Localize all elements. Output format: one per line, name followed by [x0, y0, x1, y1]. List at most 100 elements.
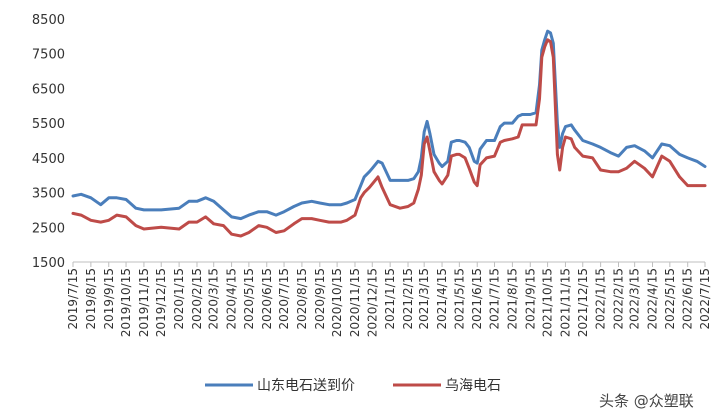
y-tick-label-4: 5500: [32, 117, 65, 132]
series-0-point-61: [499, 125, 502, 128]
series-0-point-52: [455, 139, 458, 142]
x-tick-label-29: 2021/12/15: [576, 268, 590, 337]
x-tick-label-12: 2020/7/15: [277, 268, 291, 330]
series-1-point-58: [478, 163, 482, 166]
series-1-point-54: [463, 156, 467, 160]
series-0-point-10: [177, 206, 181, 210]
series-0-point-41: [412, 177, 415, 180]
series-0-point-44: [422, 130, 426, 134]
x-tick-label-24: 2021/7/15: [488, 268, 502, 330]
series-0-point-36: [376, 160, 380, 163]
series-0-point-25: [310, 200, 313, 203]
series-0-point-38: [388, 179, 392, 182]
series-0: [71, 29, 707, 221]
series-1-point-10: [177, 227, 181, 231]
x-tick-label-5: 2019/12/15: [154, 268, 168, 337]
y-tick-label-5: 6500: [32, 82, 65, 97]
series-1-point-3: [99, 220, 102, 224]
y-tick-label-0: 1500: [32, 256, 65, 271]
series-0-point-84: [617, 154, 620, 158]
series-0-point-9: [160, 208, 163, 212]
series-1-point-35: [371, 182, 374, 186]
series-0-point-1: [79, 193, 83, 196]
x-tick-label-21: 2021/4/15: [435, 268, 449, 330]
x-tick-label-0: 2019/7/15: [66, 268, 80, 330]
series-0-point-92: [686, 156, 689, 160]
series-1-point-51: [450, 154, 453, 158]
series-1-point-75: [558, 168, 561, 172]
series-1-point-23: [292, 222, 296, 226]
series-0-point-80: [581, 139, 584, 142]
y-axis: 1500 2500 3500 4500 5500 6500 7500 8500: [32, 13, 65, 271]
series-1-point-76: [561, 146, 564, 149]
series-0-point-55: [467, 146, 471, 149]
series-1-point-61: [499, 141, 502, 144]
series-1-point-91: [678, 175, 681, 179]
series-0-point-90: [668, 144, 672, 147]
series-1-point-40: [406, 205, 410, 208]
x-tick-label-1: 2019/8/15: [84, 268, 98, 330]
series-0-point-26: [318, 201, 322, 205]
series-0-point-64: [516, 115, 520, 118]
series-1-point-66: [529, 123, 532, 127]
x-tick-label-8: 2020/3/15: [207, 268, 221, 330]
series-0-point-89: [660, 142, 663, 146]
series-1-point-44: [422, 142, 426, 146]
series-1-point-13: [204, 215, 207, 219]
series-1-point-80: [581, 154, 584, 158]
x-tick-label-17: 2020/12/15: [365, 268, 379, 337]
x-tick-label-3: 2019/10/15: [119, 268, 133, 337]
series-0-point-81: [591, 142, 594, 146]
series-0-point-51: [450, 141, 453, 144]
series-1: [71, 38, 707, 238]
series-0-point-5: [115, 196, 119, 199]
series-1-point-62: [503, 139, 506, 142]
series-1-point-15: [222, 224, 225, 227]
series-1-point-87: [643, 167, 646, 170]
x-tick-label-9: 2020/4/15: [225, 268, 239, 330]
series-0-point-40: [406, 179, 410, 182]
series-0-point-79: [573, 128, 576, 132]
series-1-point-34: [368, 186, 371, 189]
series-1-point-31: [353, 213, 357, 217]
x-tick-label-2: 2019/9/15: [102, 268, 116, 330]
series-0-point-34: [368, 170, 371, 173]
series-1-point-93: [695, 184, 699, 187]
series-1-point-56: [473, 180, 476, 184]
y-tick-label-3: 4500: [32, 152, 65, 167]
series-0-point-75: [558, 146, 561, 149]
series-0-point-50: [446, 160, 450, 163]
series-1-point-8: [142, 227, 146, 231]
series-0-point-28: [335, 203, 339, 206]
series-1-point-48: [437, 179, 441, 182]
series-1-point-69: [540, 55, 544, 59]
series-1-point-2: [89, 219, 93, 222]
y-tick-label-7: 8500: [32, 13, 65, 28]
series-0-point-0: [71, 194, 75, 198]
series-0-point-60: [493, 139, 496, 142]
series-0-point-24: [300, 201, 304, 205]
x-tick-label-13: 2020/8/15: [295, 268, 309, 330]
series-0-point-3: [99, 203, 102, 206]
series-0-point-53: [458, 139, 461, 142]
series-1-point-94: [703, 184, 707, 187]
series-1-point-30: [345, 219, 349, 222]
series-1-point-20: [265, 226, 268, 229]
series-1-point-47: [432, 170, 436, 173]
series-0-point-58: [478, 147, 482, 151]
series-1-point-28: [335, 220, 339, 224]
series-0-point-18: [247, 213, 251, 217]
series-1-point-84: [617, 170, 620, 173]
series-1-point-85: [625, 167, 628, 170]
x-tick-label-23: 2021/6/15: [470, 268, 484, 330]
series-layer: [71, 29, 707, 238]
x-tick-label-36: 2022/7/15: [698, 268, 712, 330]
x-tick-label-31: 2022/2/15: [612, 268, 626, 330]
series-0-point-16: [230, 215, 233, 219]
series-1-point-57: [476, 184, 479, 187]
series-1-point-82: [599, 168, 602, 172]
series-1-point-49: [440, 182, 444, 186]
series-0-point-23: [292, 205, 296, 208]
series-1-point-53: [458, 153, 461, 156]
series-0-point-8: [142, 208, 146, 212]
